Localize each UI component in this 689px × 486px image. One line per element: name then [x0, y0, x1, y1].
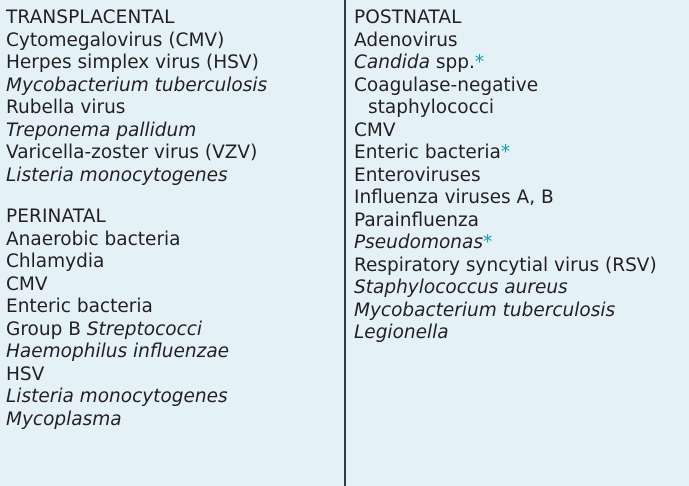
list-item: Enteroviruses	[354, 165, 684, 188]
item-text: Rubella virus	[6, 97, 126, 118]
list-item: Group B Streptococci	[6, 319, 336, 342]
item-italic-text: Listeria monocytogenes	[6, 386, 228, 407]
list-item: Treponema pallidum	[6, 120, 336, 143]
list-item: Pseudomonas*	[354, 232, 684, 255]
item-italic-text: Staphylococcus aureus	[354, 277, 568, 298]
item-text: Enteroviruses	[354, 164, 481, 186]
item-text: CMV	[6, 273, 48, 295]
list-item: Enteric bacteria	[6, 296, 336, 319]
list-item: Enteric bacteria*	[354, 142, 684, 165]
item-text: Respiratory syncytial virus (RSV)	[354, 254, 657, 276]
list-item: Haemophilus influenzae	[6, 341, 336, 364]
section-heading-perinatal: PERINATAL	[6, 206, 106, 227]
list-item: Cytomegalovirus (CMV)	[6, 30, 336, 53]
item-text: Chlamydia	[6, 251, 105, 272]
item-text: staphylococci	[368, 97, 495, 118]
list-item: Varicella-zoster virus (VZV)	[6, 142, 336, 165]
item-text: CMV	[354, 119, 396, 141]
column-divider	[344, 0, 346, 486]
item-text: Coagulase-negative	[354, 74, 539, 96]
list-item: Mycobacterium tuberculosis	[354, 300, 684, 323]
item-italic-text: Listeria monocytogenes	[6, 164, 228, 186]
item-italic-text: Pseudomonas	[354, 232, 484, 253]
item-italic-text: Mycobacterium tuberculosis	[6, 74, 268, 96]
list-item: Candida spp.*	[354, 52, 684, 75]
asterisk-marker: *	[500, 142, 511, 163]
list-item: Staphylococcus aureus	[354, 277, 684, 300]
item-italic-text: Mycobacterium tuberculosis	[354, 299, 616, 321]
asterisk-marker: *	[474, 52, 485, 73]
left-column: TRANSPLACENTAL Cytomegalovirus (CMV) Herpe…	[6, 7, 336, 431]
list-item: Adenovirus	[354, 30, 684, 53]
item-text: HSV	[6, 363, 45, 385]
list-item: Mycoplasma	[6, 409, 336, 432]
list-item: Anaerobic bacteria	[6, 229, 336, 252]
item-text: Parainfluenza	[354, 209, 480, 231]
item-italic-text: Haemophilus influenzae	[6, 341, 230, 362]
list-item: CMV	[354, 120, 684, 143]
item-text: Herpes simplex virus (HSV)	[6, 52, 259, 73]
item-text: Group B	[6, 318, 87, 340]
list-item: Listeria monocytogenes	[6, 165, 336, 188]
list-item: Influenza viruses A, B	[354, 187, 684, 210]
list-item: Parainfluenza	[354, 210, 684, 233]
list-item: CMV	[6, 274, 336, 297]
section-heading-transplacental: TRANSPLACENTAL	[6, 7, 175, 28]
list-item: Rubella virus	[6, 97, 336, 120]
item-italic-text: Mycoplasma	[6, 408, 122, 430]
item-text: Varicella-zoster virus (VZV)	[6, 142, 258, 163]
item-text: Influenza viruses A, B	[354, 187, 554, 208]
asterisk-marker: *	[483, 232, 493, 253]
list-item: Respiratory syncytial virus (RSV)	[354, 255, 684, 278]
list-item: Legionella	[354, 322, 684, 345]
list-item: staphylococci	[354, 97, 684, 120]
item-text: Enteric bacteria	[354, 142, 501, 163]
item-text: Adenovirus	[354, 29, 458, 51]
section-heading-postnatal: POSTNATAL	[354, 7, 462, 28]
item-italic-text: Legionella	[354, 322, 449, 343]
right-column: POSTNATAL Adenovirus Candida spp.* Coagulas…	[354, 7, 684, 345]
item-italic-text: Treponema pallidum	[6, 119, 197, 141]
list-item: HSV	[6, 364, 336, 387]
item-suffix-text: spp.	[429, 52, 475, 73]
item-italic-text: Candida	[354, 52, 430, 73]
list-item: Coagulase-negative	[354, 75, 684, 98]
group-spacer	[6, 187, 336, 206]
list-item: Mycobacterium tuberculosis	[6, 75, 336, 98]
list-item: Herpes simplex virus (HSV)	[6, 52, 336, 75]
item-text: Anaerobic bacteria	[6, 228, 181, 250]
item-text: Enteric bacteria	[6, 296, 153, 317]
list-item: Chlamydia	[6, 251, 336, 274]
item-italic-text: Streptococci	[86, 318, 203, 340]
list-item: Listeria monocytogenes	[6, 386, 336, 409]
item-text: Cytomegalovirus (CMV)	[6, 29, 225, 51]
